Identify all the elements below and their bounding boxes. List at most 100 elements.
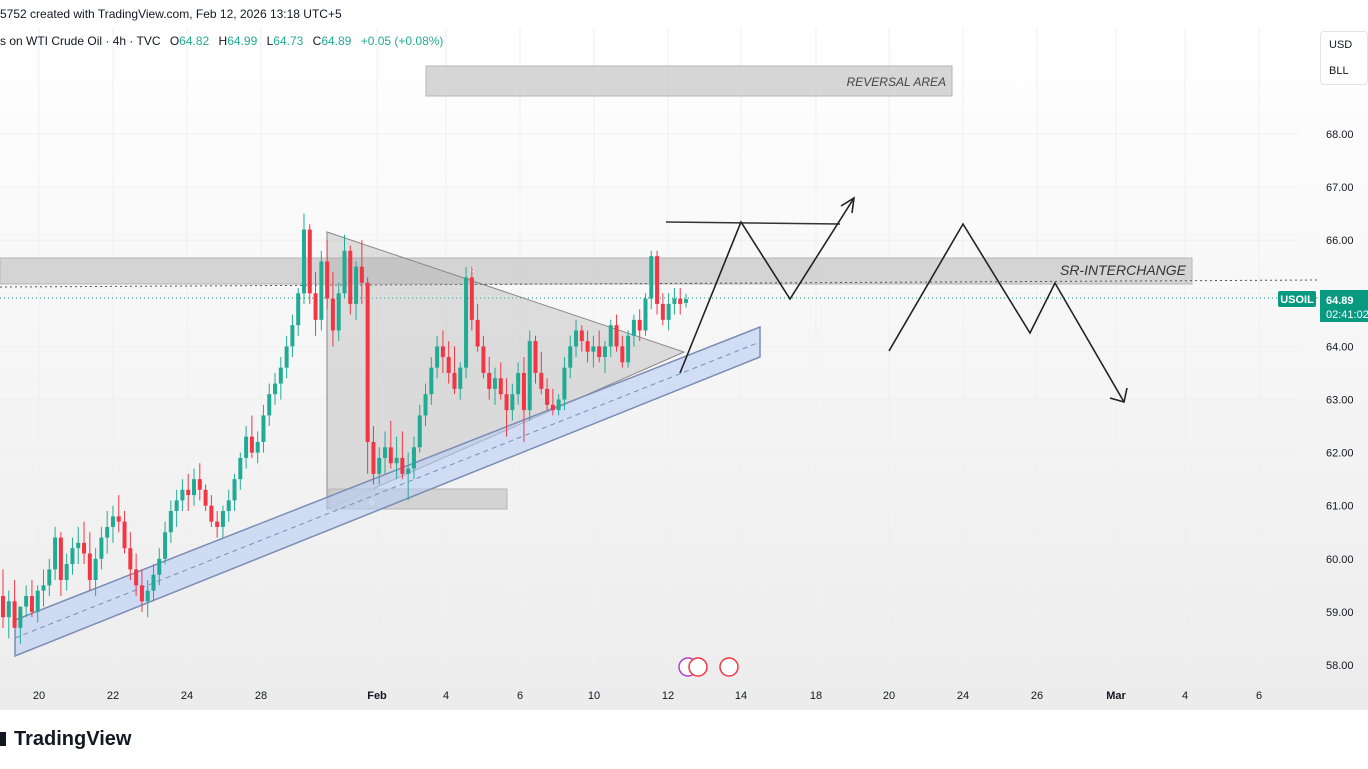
y-tick-label: 67.00 [1326,182,1354,194]
chart-credit: 5752 created with TradingView.com, Feb 1… [0,7,342,21]
bearish-projection-path [888,222,1125,403]
candle-body [487,372,492,389]
x-tick-label: 6 [1256,690,1262,702]
x-tick-label: 28 [255,690,267,702]
candle-body [139,585,144,602]
candle-body [87,553,92,581]
bullish-arrowhead [840,196,856,214]
candle-body [313,293,318,320]
candle-body [82,542,87,554]
candle-body [394,457,399,464]
chart-area[interactable]: 58.0059.0060.0061.0062.0063.0064.0065.00… [0,28,1368,710]
price-unit-selector[interactable]: USD BLL [1320,31,1368,85]
candle-body [284,346,289,368]
candle-body [684,299,688,303]
brand-name: TradingView [14,728,132,750]
candle-body [626,335,631,363]
candle-body [319,261,324,320]
y-tick-label: 66.00 [1326,235,1354,247]
candle-body [232,479,237,501]
reversal-area-zone [425,65,953,97]
us-flag-icon [688,657,708,677]
x-tick-label: 20 [33,690,45,702]
candle-body [273,383,278,395]
unit-measure[interactable]: BLL [1329,65,1349,77]
header-bar: 5752 created with TradingView.com, Feb 1… [0,0,1368,28]
candle-body [527,341,532,411]
countdown-tag: 02:41:02 [1326,309,1368,321]
candle-body [192,479,197,496]
candle-body [307,229,312,294]
candle-body [151,574,156,591]
legend-open-label: O [169,34,180,48]
x-tick-label: 18 [810,690,822,702]
candle-body [238,457,243,480]
candle-body [168,511,173,533]
candle-body [510,394,515,411]
x-tick-label: 24 [181,690,193,702]
candle-body [429,367,434,395]
candle-body [550,404,555,411]
triangle-point-label: c [470,264,475,274]
legend-title: s on WTI Crude Oil · 4h · TVC [0,34,161,48]
y-tick-label: 62.00 [1326,448,1354,460]
brand-logo: TradingView [0,728,131,751]
candle-body [110,516,115,527]
candle-body [64,564,69,581]
candle-body [574,330,579,347]
x-tick-label: Feb [367,690,387,702]
x-tick-label: 20 [883,690,895,702]
candle-body [197,479,202,490]
candle-body [24,595,29,607]
footer [0,710,1368,769]
y-tick-label: 63.00 [1326,395,1354,407]
candle-body [423,394,428,416]
unit-currency[interactable]: USD [1329,39,1353,51]
x-tick-label: 22 [107,690,119,702]
candle-body [608,325,613,347]
candle-body [105,526,110,538]
candle-body [614,325,619,347]
candle-body [278,367,283,384]
y-tick-label: 64.00 [1326,341,1354,353]
candle-body [325,261,330,299]
x-tick-label: 24 [957,690,969,702]
candle-body [504,394,509,411]
candle-body [371,441,376,474]
price-chart[interactable]: 58.0059.0060.0061.0062.0063.0064.0065.00… [0,28,1368,710]
candle-body [602,346,607,358]
legend-open-value: 64.82 [179,34,210,48]
candle-body [464,277,469,368]
candle-body [255,441,260,453]
candle-body [41,585,46,591]
candle-body [53,537,58,570]
candle-body [452,372,457,389]
candle-body [301,229,306,294]
x-tick-label: 10 [588,690,600,702]
last-price-tag-bg [1320,290,1368,322]
candle-body [35,590,40,612]
y-tick-label: 61.00 [1326,501,1354,513]
x-tick-label: 4 [443,690,449,702]
candle-body [145,590,150,602]
candle-body [209,505,214,522]
candle-body [631,319,636,336]
candle-body [469,277,474,320]
candle-body [342,250,347,294]
x-tick-label: 6 [517,690,523,702]
candle-body [643,298,648,331]
candle-body [6,601,11,618]
legend-change: +0.05 (+0.08%) [360,34,444,48]
candle-body [348,250,353,304]
symbol-legend: s on WTI Crude Oil · 4h · TVC O64.82 H64… [0,34,443,50]
candle-body [296,293,301,326]
candle-body [330,298,335,331]
candle-body [660,303,665,320]
candle-body [562,367,567,400]
candle-body [545,388,550,405]
sr-interchange-zone [0,257,1193,285]
candle-body [666,303,671,320]
candle-body [539,372,544,389]
candle-body [568,346,573,368]
candle-body [637,319,642,331]
